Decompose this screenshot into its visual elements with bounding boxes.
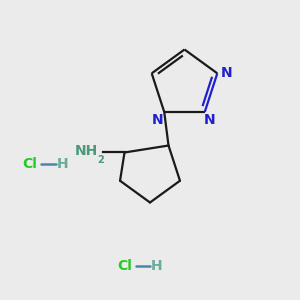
Text: NH: NH: [74, 144, 98, 158]
Text: N: N: [204, 112, 215, 127]
Text: N: N: [152, 112, 163, 127]
Text: Cl: Cl: [117, 259, 132, 272]
Text: Cl: Cl: [22, 157, 38, 170]
Text: 2: 2: [98, 155, 104, 165]
Text: H: H: [151, 259, 163, 272]
Text: H: H: [57, 157, 68, 170]
Text: N: N: [221, 66, 233, 80]
